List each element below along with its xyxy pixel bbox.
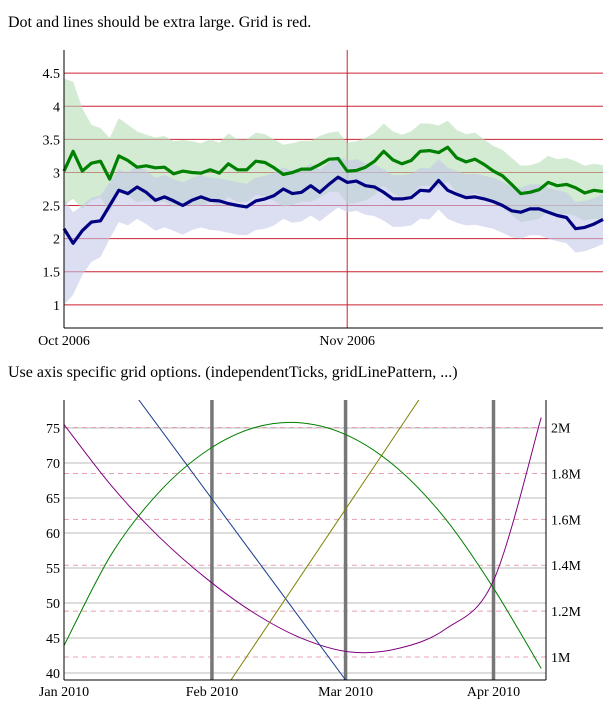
series-line-0 (64, 417, 542, 654)
y2-tick-label: 1.2M (551, 605, 582, 620)
y-tick-label: 45 (46, 632, 60, 647)
series-line-0 (62, 145, 604, 196)
y-tick-label: 50 (46, 597, 60, 612)
y2-tick-label: 1.6M (551, 513, 582, 528)
series-line-2 (230, 400, 420, 680)
y2-tick-label: 1.8M (551, 467, 582, 482)
y-tick-label: 3 (53, 166, 60, 181)
y2-tick-label: 1.4M (551, 559, 582, 574)
error-band-1 (64, 155, 603, 305)
x-tick-label: Nov 2006 (319, 334, 375, 349)
chart2-caption: Use axis specific grid options. (indepen… (8, 364, 458, 381)
series-line-1 (138, 400, 347, 680)
y-tick-label: 60 (46, 527, 60, 542)
x-tick-label: Oct 2006 (38, 334, 90, 349)
y-tick-label: 2.5 (43, 200, 61, 215)
y-tick-label: 4 (53, 100, 60, 115)
y-tick-label: 65 (46, 492, 60, 507)
y-tick-label: 1.5 (43, 266, 61, 281)
series-line-3 (64, 421, 542, 669)
chart1-caption: Dot and lines should be extra large. Gri… (8, 14, 312, 31)
x-tick-label: Jan 2010 (39, 685, 89, 700)
y-tick-label: 3.5 (43, 133, 61, 148)
y-tick-label: 70 (46, 457, 60, 472)
y-tick-label: 4.5 (43, 67, 61, 82)
y-tick-label: 40 (46, 667, 60, 682)
y-tick-label: 55 (46, 562, 60, 577)
y-tick-label: 2 (53, 233, 60, 248)
x-tick-label: Mar 2010 (318, 685, 373, 700)
series-group (64, 400, 542, 680)
chart1-plot[interactable]: 1 1.5 2 2.5 3 3.5 4 4.5 Oct 2006 Nov 2006 (0, 0, 608, 360)
y2-tick-label: 2M (551, 422, 571, 437)
x-tick-label: Apr 2010 (467, 685, 520, 700)
y-tick-label: 75 (46, 422, 60, 437)
x-tick-label: Feb 2010 (186, 685, 239, 700)
y-tick-label: 1 (53, 299, 60, 314)
y2-tick-label: 1M (551, 651, 571, 666)
series-line-1 (62, 175, 604, 245)
